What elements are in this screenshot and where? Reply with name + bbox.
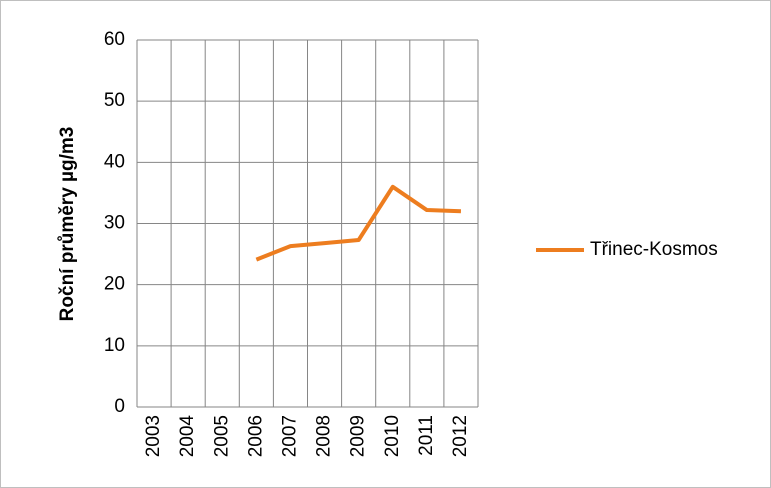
legend-label: Třinec-Kosmos: [590, 239, 718, 260]
x-tick-label: 2004: [177, 415, 198, 458]
x-tick-label: 2011: [416, 415, 437, 456]
y-tick-label: 0: [114, 396, 125, 417]
x-tick-label: 2010: [382, 415, 403, 457]
y-tick-label: 10: [104, 335, 125, 356]
y-tick-label: 20: [104, 274, 125, 295]
y-tick-label: 60: [104, 29, 125, 50]
x-tick-label: 2012: [450, 415, 471, 457]
x-tick-label: 2008: [314, 415, 335, 457]
y-tick-label: 40: [104, 151, 125, 172]
x-tick-label: 2006: [245, 415, 266, 457]
y-tick-label: 30: [104, 213, 125, 234]
x-tick-label: 2003: [143, 415, 164, 457]
x-tick-label: 2009: [348, 415, 369, 457]
x-tick-label: 2005: [211, 415, 232, 457]
x-tick-label: 2007: [279, 415, 300, 457]
y-axis-title: Roční průměry µg/m3: [57, 127, 78, 322]
y-tick-label: 50: [104, 90, 125, 111]
series-line: [255, 184, 462, 262]
